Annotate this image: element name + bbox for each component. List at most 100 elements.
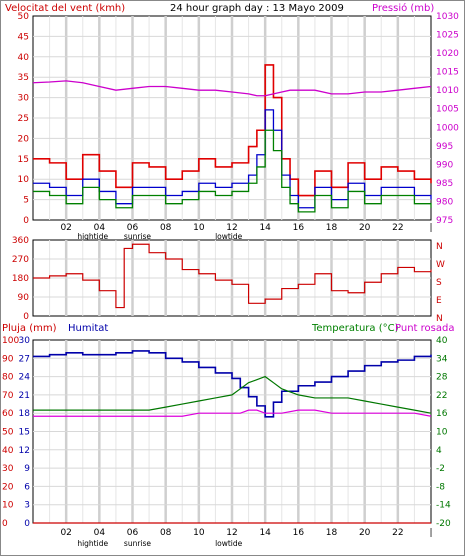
top-x-label: 14	[259, 223, 271, 233]
compass-label: E	[436, 296, 442, 306]
wind-series-gust	[33, 64, 432, 197]
humidity-title: Humitat	[68, 323, 108, 334]
wind-tick-label: 10	[18, 175, 30, 185]
wind-title: Velocitat del vent (kmh)	[5, 3, 125, 14]
wind-tick-label: 50	[18, 12, 30, 22]
top-x-label: 16	[293, 223, 305, 233]
rain-tick-label: 30	[2, 464, 14, 474]
wind-series-pressure	[32, 80, 432, 97]
bottom-x-label: 14	[259, 528, 271, 538]
series-layer	[32, 64, 432, 524]
temperature-tick-label: 34	[436, 354, 448, 364]
wind-tick-label: 30	[18, 94, 30, 104]
temperature-tick-label: 40	[436, 336, 448, 346]
pressure-tick-label: 1020	[436, 49, 459, 59]
bottom-x-label: 10	[193, 528, 205, 538]
humidity-series-dewpoint	[33, 409, 432, 417]
temperature-tick-label: -2	[436, 464, 445, 474]
bottom-event-lowtide: lowtide	[215, 539, 243, 548]
pressure-tick-label: 1010	[436, 86, 459, 96]
pressure-tick-label: 1015	[436, 68, 459, 78]
humidity-series-temperature	[33, 375, 432, 414]
axis-layer: 0510152025303540455097598098599099510001…	[2, 12, 459, 548]
bottom-x-label: 08	[160, 528, 172, 538]
wind-tick-label: 25	[18, 114, 29, 124]
top-x-label: 08	[160, 223, 172, 233]
bottom-event-sunrise: sunrise	[124, 539, 151, 548]
wind-tick-label: 45	[18, 32, 29, 42]
bottom-x-label: 04	[94, 528, 106, 538]
direction-tick-label: 360	[12, 236, 29, 246]
rain-tick-label: 0	[2, 519, 8, 529]
top-x-label: 04	[94, 223, 106, 233]
bottom-x-label: 22	[392, 528, 403, 538]
temperature-tick-label: 16	[436, 409, 448, 419]
top-x-label: 12	[226, 223, 237, 233]
bottom-x-label: 12	[226, 528, 237, 538]
temperature-tick-label: -20	[436, 519, 451, 529]
pressure-tick-label: 995	[436, 142, 453, 152]
dewpoint-title: Punt rosada	[395, 323, 454, 334]
rain-title: Pluja (mm)	[2, 323, 57, 334]
wind-tick-label: 5	[23, 196, 29, 206]
rain-tick-label: 100	[2, 336, 19, 346]
temperature-tick-label: 28	[436, 373, 448, 383]
wind-tick-label: 40	[18, 53, 30, 63]
humidity-tick-label: 24	[19, 373, 31, 383]
rain-tick-label: 10	[2, 501, 14, 511]
temperature-tick-label: 22	[436, 391, 447, 401]
compass-label: W	[436, 260, 445, 270]
pressure-tick-label: 990	[436, 160, 453, 170]
pressure-tick-label: 980	[436, 197, 453, 207]
rain-tick-label: 40	[2, 446, 14, 456]
bottom-x-label: 02	[60, 528, 71, 538]
humidity-tick-label: 18	[19, 409, 31, 419]
direction-tick-label: 270	[12, 255, 29, 265]
bottom-event-hightide: hightide	[77, 539, 108, 548]
humidity-tick-label: 6	[24, 482, 30, 492]
rain-tick-label: 20	[2, 482, 14, 492]
bottom-x-label: 18	[326, 528, 338, 538]
wind-tick-label: 15	[18, 155, 29, 165]
wind-tick-label: 20	[18, 134, 30, 144]
compass-label: N	[436, 314, 443, 324]
pressure-tick-label: 975	[436, 216, 453, 226]
top-x-label: 20	[359, 223, 371, 233]
rain-tick-label: 70	[2, 391, 14, 401]
rain-tick-label: 60	[2, 409, 14, 419]
humidity-series-humidity	[33, 350, 432, 418]
humidity-tick-label: 12	[19, 446, 30, 456]
humidity-tick-label: 0	[24, 519, 30, 529]
bottom-x-end-tick: |	[429, 528, 432, 538]
humidity-tick-label: 9	[24, 464, 30, 474]
top-x-label: 10	[193, 223, 205, 233]
top-x-label: 18	[326, 223, 338, 233]
rain-tick-label: 50	[2, 428, 14, 438]
top-x-label: 02	[60, 223, 71, 233]
temperature-tick-label: 10	[436, 428, 448, 438]
direction-tick-label: 90	[18, 293, 30, 303]
temperature-title: Temperatura (°C)	[311, 323, 399, 334]
temperature-tick-label: -14	[436, 501, 451, 511]
wind-tick-label: 35	[18, 73, 29, 83]
wind-tick-label: 0	[23, 216, 29, 226]
temperature-tick-label: 4	[436, 446, 442, 456]
pressure-tick-label: 1025	[436, 31, 459, 41]
top-x-end-tick: |	[429, 223, 432, 233]
top-event-sunrise: sunrise	[124, 232, 151, 241]
direction-tick-label: 180	[12, 274, 29, 284]
humidity-tick-label: 30	[19, 336, 31, 346]
humidity-tick-label: 15	[19, 428, 30, 438]
top-event-lowtide: lowtide	[215, 232, 243, 241]
bottom-x-label: 06	[127, 528, 139, 538]
humidity-tick-label: 3	[24, 501, 30, 511]
bottom-x-label: 20	[359, 528, 371, 538]
top-x-label: 22	[392, 223, 403, 233]
humidity-tick-label: 21	[19, 391, 30, 401]
temperature-tick-label: -8	[436, 482, 445, 492]
chart-title: 24 hour graph day : 13 Mayo 2009	[170, 3, 344, 14]
humidity-tick-label: 27	[19, 354, 30, 364]
compass-label: S	[436, 278, 442, 288]
rain-tick-label: 80	[2, 373, 14, 383]
